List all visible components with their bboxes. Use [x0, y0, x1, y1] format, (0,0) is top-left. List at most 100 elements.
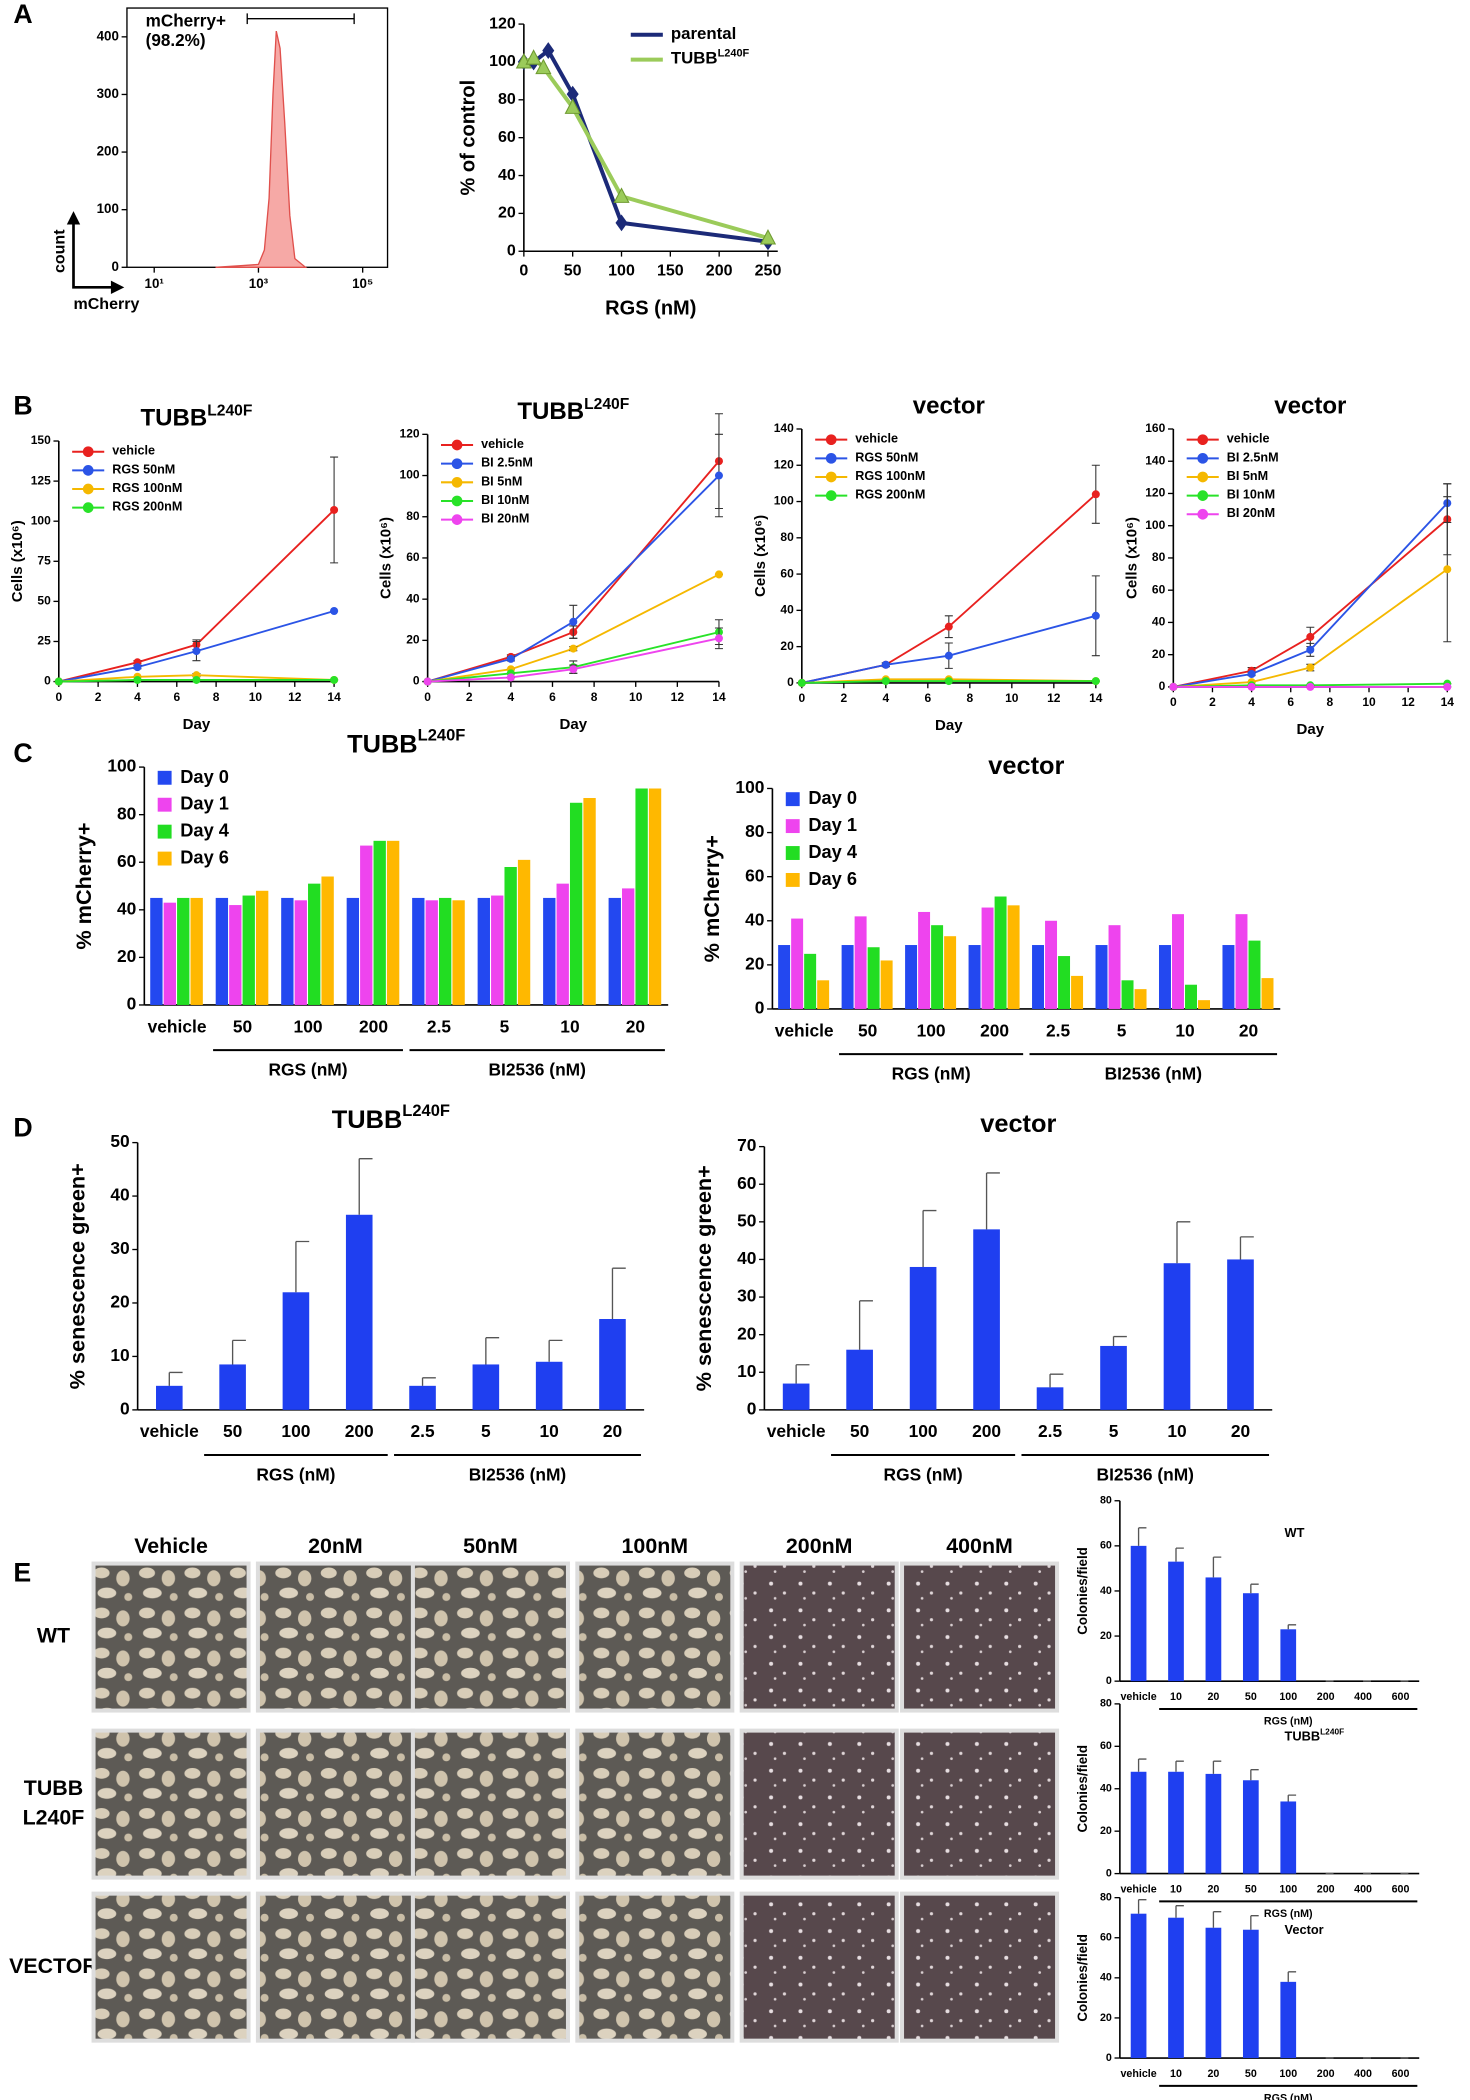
panel-letter: D: [13, 1112, 32, 1142]
bar: [1108, 925, 1121, 1009]
marker: [714, 634, 723, 643]
legend-label: Day 4: [808, 841, 858, 862]
x-tick-label: 10: [1005, 691, 1019, 705]
text-main: RGS 100nM: [112, 481, 182, 495]
row-label: WT: [37, 1624, 70, 1648]
bar: [1071, 975, 1084, 1009]
marker: [881, 677, 890, 686]
group-label: RGS (nM): [1264, 2092, 1313, 2100]
marker: [1306, 682, 1315, 691]
x-tick-label: 14: [327, 690, 341, 704]
x-tick-label: 100: [608, 262, 635, 280]
marker: [881, 660, 890, 669]
superscript: L240F: [418, 727, 466, 745]
series-line: [58, 674, 335, 683]
x-tick-label: 2.5: [410, 1421, 434, 1441]
marker: [423, 677, 432, 686]
chart-title: vector: [913, 393, 985, 420]
x-tick-label: 200: [359, 1016, 388, 1036]
error-bar: [1212, 1760, 1222, 1774]
bar: [981, 907, 994, 1009]
group-label: RGS (nM): [1264, 1908, 1313, 1920]
bar: [1235, 914, 1248, 1009]
x-tick-label: 600: [1392, 1691, 1410, 1703]
chart-title: vector: [980, 1110, 1056, 1138]
y-tick-label: 80: [498, 90, 516, 108]
legend-swatch: [785, 819, 800, 834]
error-bar: [168, 1371, 183, 1386]
legend-swatch: [785, 846, 800, 860]
group-label: BI2536 (nM): [1097, 1464, 1194, 1484]
text-main: vector: [988, 752, 1064, 780]
y-axis-label: Colonies/field: [1075, 1745, 1090, 1833]
x-tick-label: 14: [1089, 691, 1103, 705]
error-bar: [295, 1240, 310, 1293]
x-tick-label: vehicle: [775, 1020, 834, 1040]
x-tick-label: 10¹: [145, 276, 165, 291]
bar: [177, 897, 190, 1005]
series-line: [427, 474, 720, 683]
text-main: mCherry+: [146, 11, 226, 30]
x-tick-label: 20: [1231, 1421, 1250, 1441]
y-axis-label: % senescence green+: [64, 1163, 89, 1389]
bar: [931, 925, 944, 1009]
bar: [346, 897, 360, 1005]
x-tick-label: 2: [466, 690, 473, 704]
x-tick-label: 0: [1170, 695, 1177, 709]
text-main: Day 4: [180, 819, 230, 840]
y-tick-label: 50: [737, 1210, 756, 1230]
y-tick-label: 40: [1152, 615, 1166, 629]
superscript: L240F: [1320, 1726, 1344, 1736]
bar: [1007, 905, 1020, 1009]
x-tick-label: 10: [560, 1016, 579, 1036]
y-tick-label: 0: [111, 259, 118, 274]
text-main: parental: [671, 24, 736, 43]
x-tick-label: 6: [1287, 695, 1294, 709]
marker: [1247, 682, 1256, 691]
bar: [386, 840, 400, 1005]
x-tick-label: 10: [540, 1421, 559, 1441]
bar: [150, 897, 163, 1005]
y-tick-label: 50: [37, 594, 51, 608]
group-label: BI2536 (nM): [1105, 1064, 1202, 1084]
row-label: TUBB: [24, 1776, 83, 1800]
error-bar: [985, 1172, 1000, 1230]
text-main: BI 10nM: [1227, 488, 1275, 502]
marker: [451, 495, 463, 507]
y-tick-label: 60: [1100, 1740, 1112, 1752]
x-tick-label: 100: [294, 1016, 323, 1036]
y-tick-label: 60: [737, 1173, 756, 1193]
group-label: RGS (nM): [1264, 1716, 1313, 1728]
marker: [1443, 682, 1452, 691]
y-tick-label: 50: [110, 1131, 129, 1151]
x-tick-label: 100: [917, 1020, 946, 1040]
error-bar: [1250, 1768, 1259, 1781]
x-tick-label: 50: [1245, 1883, 1257, 1895]
legend-label: Day 1: [180, 793, 229, 814]
x-tick-label: 150: [657, 262, 684, 280]
bar: [308, 883, 321, 1005]
y-tick-label: 100: [97, 201, 119, 216]
marker: [82, 483, 94, 495]
row-label: L240F: [23, 1805, 85, 1829]
marker: [330, 675, 339, 684]
y-tick-label: 40: [110, 1185, 129, 1205]
micrograph: [91, 1891, 251, 2043]
error-bar: [1175, 1760, 1184, 1772]
error-bar: [1049, 1373, 1064, 1388]
legend-label: RGS 50nM: [855, 451, 918, 465]
legend-swatch: [157, 770, 172, 785]
x-tick-label: 0: [798, 691, 805, 705]
x-tick-label: 200: [345, 1421, 374, 1441]
marker: [535, 58, 552, 75]
x-tick-label: 200: [980, 1020, 1009, 1040]
y-tick-label: 40: [117, 898, 136, 918]
y-tick-label: 75: [37, 553, 51, 567]
bar: [1163, 1263, 1191, 1410]
x-tick-label: vehicle: [1120, 1883, 1156, 1895]
y-tick-label: 20: [498, 204, 516, 222]
text-main: TUBB: [140, 405, 207, 432]
error-bar: [1212, 1556, 1222, 1578]
bar: [1261, 978, 1274, 1009]
